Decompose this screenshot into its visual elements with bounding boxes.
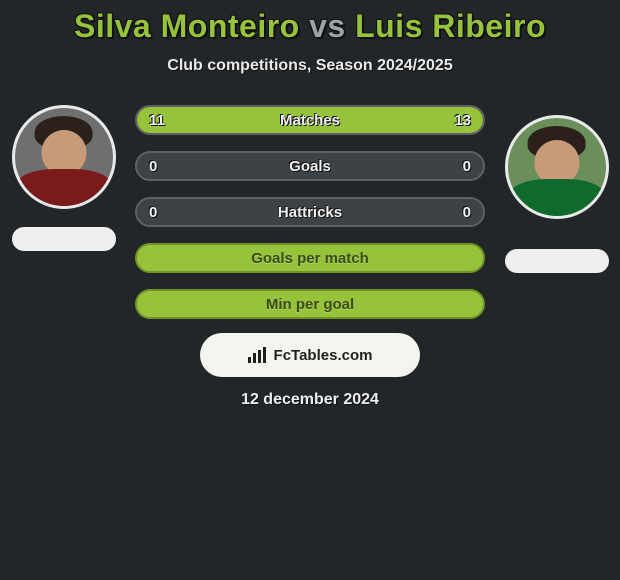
- avatar-jersey: [508, 179, 606, 219]
- bar-hattricks: 0 Hattricks 0: [135, 197, 485, 227]
- bar-value-left: 11: [149, 112, 165, 129]
- bar-label: Matches: [280, 112, 340, 129]
- bar-label: Hattricks: [278, 204, 342, 221]
- subtitle: Club competitions, Season 2024/2025: [0, 57, 620, 75]
- bar-label: Goals per match: [251, 250, 369, 267]
- avatar-right: [505, 115, 609, 219]
- bar-matches: 11 Matches 13: [135, 105, 485, 135]
- bar-value-right: 13: [454, 112, 471, 129]
- bar-label: Goals: [289, 158, 331, 175]
- bar-label: Min per goal: [266, 296, 354, 313]
- watermark-pill: FcTables.com: [200, 333, 420, 377]
- avatar-left: [12, 105, 116, 209]
- player-right-col: [503, 105, 610, 273]
- bar-value-left: 0: [149, 204, 157, 221]
- bar-chart-icon: [248, 347, 268, 363]
- bar-value-right: 0: [463, 158, 471, 175]
- avatar-jersey: [15, 169, 113, 209]
- country-pill-right: [505, 249, 609, 273]
- footer-date: 12 december 2024: [0, 391, 620, 409]
- title-player2: Luis Ribeiro: [355, 8, 546, 44]
- title-vs: vs: [309, 8, 346, 44]
- bar-value-right: 0: [463, 204, 471, 221]
- page-title: Silva Monteiro vs Luis Ribeiro: [0, 0, 620, 45]
- stat-bars: 11 Matches 13 0 Goals 0 0 Hattricks 0 Go…: [135, 105, 485, 319]
- bar-goals: 0 Goals 0: [135, 151, 485, 181]
- player-left-col: [10, 105, 117, 251]
- country-pill-left: [12, 227, 116, 251]
- watermark-text: FcTables.com: [274, 347, 373, 364]
- bar-value-left: 0: [149, 158, 157, 175]
- bar-min-per-goal: Min per goal: [135, 289, 485, 319]
- comparison-row: 11 Matches 13 0 Goals 0 0 Hattricks 0 Go…: [0, 105, 620, 319]
- bar-goals-per-match: Goals per match: [135, 243, 485, 273]
- title-player1: Silva Monteiro: [74, 8, 300, 44]
